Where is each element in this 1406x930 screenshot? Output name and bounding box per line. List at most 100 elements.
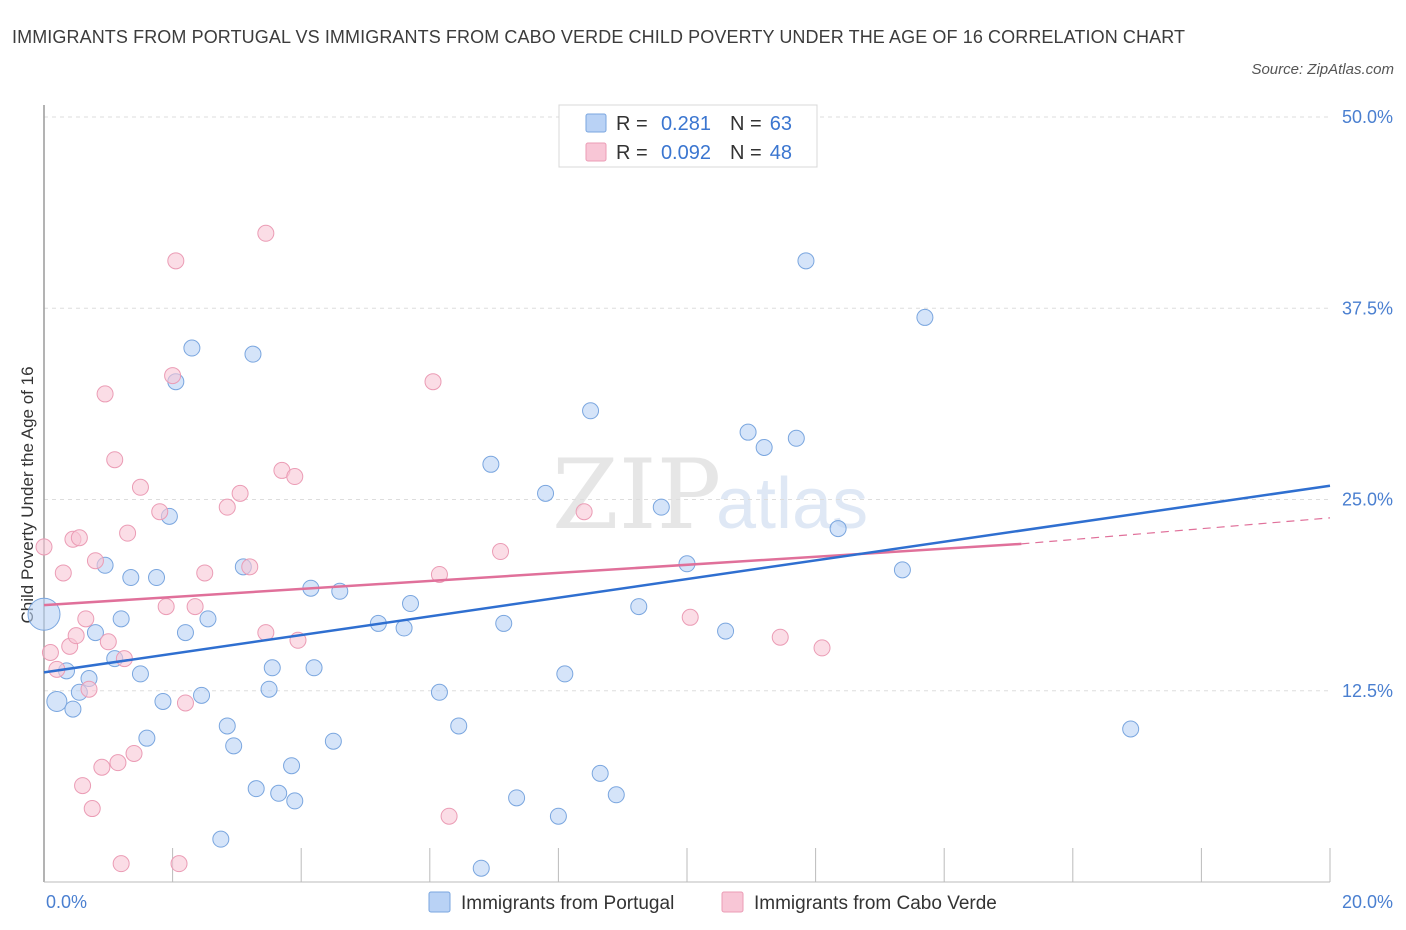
- portugal-point: [225, 737, 243, 755]
- caboverde-point: [99, 633, 117, 651]
- portugal-point: [283, 757, 301, 775]
- trend-lines: [43, 484, 1331, 674]
- portugal-point: [402, 595, 420, 613]
- caboverde-point: [115, 650, 133, 668]
- portugal-point: [183, 339, 201, 357]
- portugal-point: [482, 455, 500, 473]
- caboverde-point: [257, 224, 275, 242]
- portugal-point: [27, 597, 61, 631]
- caboverde-point: [67, 627, 85, 645]
- portugal-point: [324, 732, 342, 750]
- grid: [44, 116, 1330, 692]
- portugal-point: [395, 619, 413, 637]
- caboverde-point: [77, 610, 95, 628]
- caboverde-point: [440, 807, 458, 825]
- watermark: ZIP atlas: [552, 439, 868, 551]
- caboverde-point: [575, 503, 593, 521]
- legend-r-value-portugal: 0.281: [661, 113, 711, 135]
- caboverde-point: [771, 628, 789, 646]
- caboverde-point: [430, 565, 448, 583]
- portugal-point: [582, 402, 600, 420]
- portugal-point: [112, 610, 130, 628]
- x-tick-label-max: 20.0%: [1342, 892, 1393, 912]
- caboverde-point: [83, 800, 101, 818]
- legend-n-value-caboverde: 48: [770, 142, 792, 164]
- portugal-point: [148, 569, 166, 587]
- x-axis-ticks: [172, 848, 1331, 882]
- caboverde-point: [54, 564, 72, 582]
- caboverde-point: [492, 543, 510, 561]
- caboverde-point: [170, 855, 188, 873]
- legend-r-label-caboverde: R =: [616, 142, 648, 164]
- portugal-point: [131, 665, 149, 683]
- y-tick-label: 37.5%: [1342, 298, 1393, 318]
- caboverde-point: [196, 564, 214, 582]
- legend-n-value-portugal: 63: [770, 113, 792, 135]
- y-tick-label: 50.0%: [1342, 107, 1393, 127]
- caboverde-point: [176, 694, 194, 712]
- bottom-legend-label-portugal: Immigrants from Portugal: [461, 893, 674, 914]
- legend: R = 0.281 N = 63 R = 0.092 N = 48: [558, 104, 818, 168]
- portugal-point: [829, 520, 847, 538]
- caboverde-point: [74, 777, 92, 795]
- caboverde-point: [131, 478, 149, 496]
- portugal-point: [717, 622, 735, 640]
- portugal-point: [244, 345, 262, 363]
- caboverde-point: [125, 744, 143, 762]
- portugal-point: [630, 598, 648, 616]
- chart-title: IMMIGRANTS FROM PORTUGAL VS IMMIGRANTS F…: [12, 27, 1186, 47]
- portugal-point: [154, 692, 172, 710]
- portugal-point: [260, 680, 278, 698]
- caboverde-point: [681, 608, 699, 626]
- caboverde-point: [231, 484, 249, 502]
- portugal-point: [247, 780, 265, 798]
- watermark-zip: ZIP: [552, 439, 721, 551]
- portugal-point: [218, 717, 236, 735]
- portugal-point: [430, 683, 448, 701]
- portugal-point: [46, 690, 68, 712]
- y-tick-label: 25.0%: [1342, 490, 1393, 510]
- portugal-point: [508, 789, 526, 807]
- portugal-point: [1122, 720, 1140, 738]
- legend-n-label-caboverde: N =: [730, 142, 762, 164]
- bottom-legend-swatch-caboverde: [721, 891, 744, 913]
- portugal-point: [212, 830, 230, 848]
- portugal-point: [495, 614, 513, 632]
- caboverde-point: [112, 855, 130, 873]
- caboverde-point: [70, 529, 88, 547]
- caboverde-point: [218, 498, 236, 516]
- portugal-point: [193, 686, 211, 704]
- caboverde-point: [151, 503, 169, 521]
- portugal-point: [86, 624, 104, 642]
- series-portugal: [27, 252, 1140, 877]
- caboverde-point: [424, 373, 442, 391]
- portugal-point: [537, 484, 555, 502]
- portugal-point: [199, 610, 217, 628]
- legend-swatch-caboverde: [585, 142, 607, 162]
- caboverde-point: [119, 524, 137, 542]
- bottom-legend-label-caboverde: Immigrants from Cabo Verde: [754, 893, 997, 914]
- chart-source: Source: ZipAtlas.com: [1251, 61, 1394, 78]
- trend-line-portugal: [43, 484, 1331, 674]
- portugal-point: [138, 729, 156, 747]
- caboverde-point: [35, 538, 53, 556]
- portugal-point: [755, 438, 773, 456]
- portugal-point: [787, 429, 805, 447]
- portugal-point: [893, 561, 911, 579]
- portugal-point: [472, 859, 490, 877]
- y-tick-label: 12.5%: [1342, 681, 1393, 701]
- y-axis-label: Child Poverty Under the Age of 16: [18, 366, 37, 623]
- portugal-point: [607, 786, 625, 804]
- legend-r-label-portugal: R =: [616, 113, 648, 135]
- caboverde-point: [813, 639, 831, 657]
- bottom-legend-swatch-portugal: [428, 891, 451, 913]
- portugal-point: [122, 569, 140, 587]
- caboverde-point: [86, 552, 104, 570]
- portugal-point: [176, 624, 194, 642]
- portugal-point: [652, 498, 670, 516]
- caboverde-point: [157, 598, 175, 616]
- caboverde-point: [80, 680, 98, 698]
- portugal-point: [270, 784, 288, 802]
- caboverde-point: [109, 754, 127, 772]
